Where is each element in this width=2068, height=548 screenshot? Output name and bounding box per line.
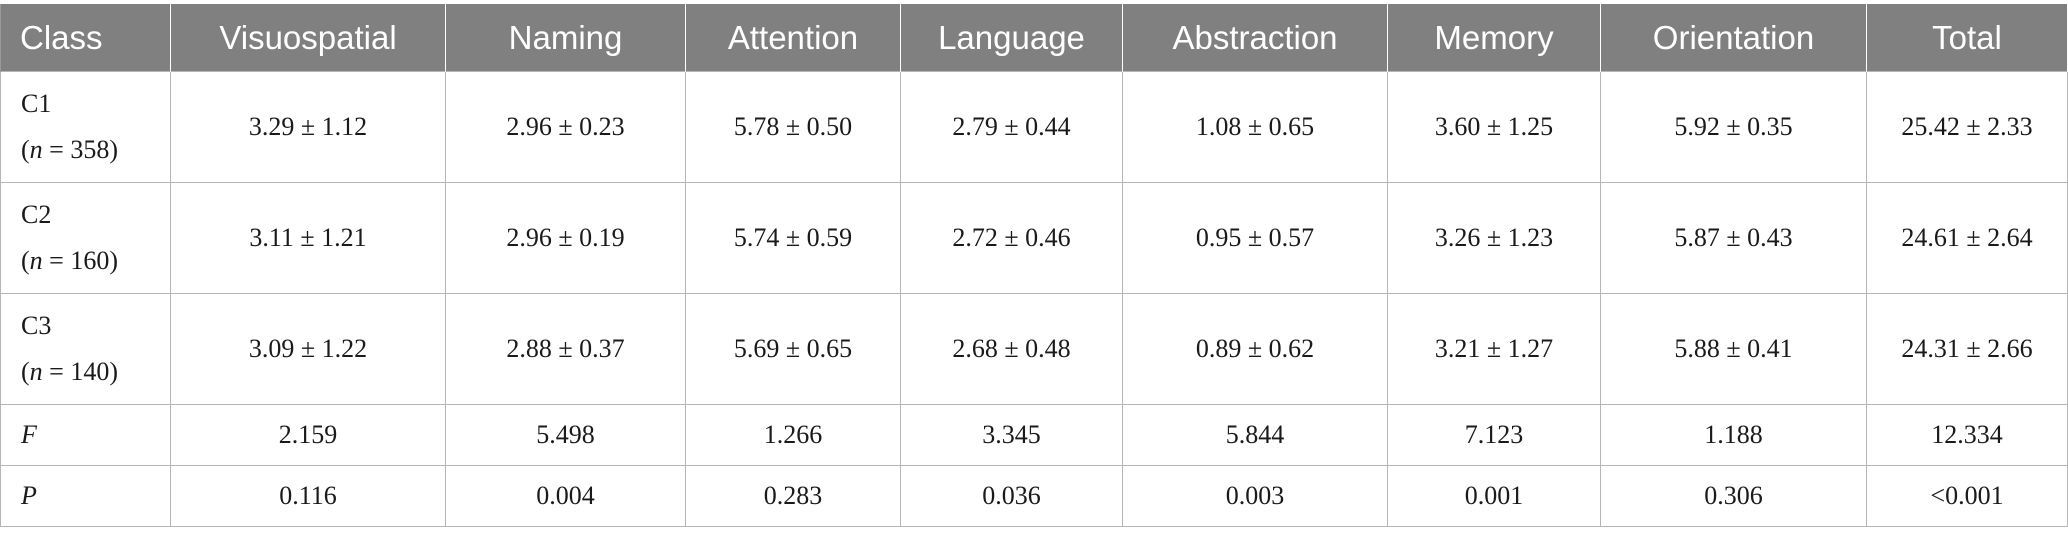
header-language: Language — [900, 4, 1123, 72]
table-cell: 24.61 ± 2.64 — [1866, 182, 2068, 294]
row-label: C2 (n = 160) — [0, 182, 171, 294]
row-label: C1 (n = 358) — [0, 71, 171, 183]
header-total: Total — [1866, 4, 2068, 72]
table-cell: 1.188 — [1600, 404, 1867, 466]
table-cell: 5.88 ± 0.41 — [1600, 293, 1867, 405]
table-cell: 0.306 — [1600, 465, 1867, 527]
header-memory: Memory — [1387, 4, 1601, 72]
table-cell: 0.89 ± 0.62 — [1122, 293, 1388, 405]
row-label: P — [0, 465, 171, 527]
table-cell: 2.96 ± 0.19 — [445, 182, 686, 294]
sample-size: (n = 140) — [21, 357, 118, 386]
table-cell: 3.21 ± 1.27 — [1387, 293, 1601, 405]
header-attention: Attention — [685, 4, 901, 72]
header-class: Class — [0, 4, 171, 72]
row-label: C3 (n = 140) — [0, 293, 171, 405]
table-cell: 2.79 ± 0.44 — [900, 71, 1123, 183]
table-cell: 0.004 — [445, 465, 686, 527]
table-row-f: F 2.159 5.498 1.266 3.345 5.844 7.123 1.… — [0, 404, 2068, 466]
table-cell: 5.74 ± 0.59 — [685, 182, 901, 294]
statistic-label: P — [21, 481, 37, 510]
sample-size: (n = 160) — [21, 246, 118, 275]
table-cell: 5.844 — [1122, 404, 1388, 466]
table-cell: 24.31 ± 2.66 — [1866, 293, 2068, 405]
table-row-c3: C3 (n = 140) 3.09 ± 1.22 2.88 ± 0.37 5.6… — [0, 293, 2068, 405]
class-name: C3 — [21, 311, 52, 340]
header-visuospatial: Visuospatial — [170, 4, 446, 72]
table-row-c2: C2 (n = 160) 3.11 ± 1.21 2.96 ± 0.19 5.7… — [0, 182, 2068, 294]
class-name: C1 — [21, 89, 52, 118]
sample-size: (n = 358) — [21, 135, 118, 164]
table-cell: 0.95 ± 0.57 — [1122, 182, 1388, 294]
table-cell: 2.72 ± 0.46 — [900, 182, 1123, 294]
table-cell: 2.96 ± 0.23 — [445, 71, 686, 183]
header-abstraction: Abstraction — [1122, 4, 1388, 72]
table-cell: 3.09 ± 1.22 — [170, 293, 446, 405]
table-cell: 5.92 ± 0.35 — [1600, 71, 1867, 183]
table-cell: 2.68 ± 0.48 — [900, 293, 1123, 405]
table-cell: 2.88 ± 0.37 — [445, 293, 686, 405]
table-cell: 0.001 — [1387, 465, 1601, 527]
table-cell: 1.08 ± 0.65 — [1122, 71, 1388, 183]
table-cell: 12.334 — [1866, 404, 2068, 466]
table-cell: 5.87 ± 0.43 — [1600, 182, 1867, 294]
table-cell: 0.003 — [1122, 465, 1388, 527]
header-row: Class Visuospatial Naming Attention Lang… — [0, 4, 2068, 72]
statistic-label: F — [21, 420, 37, 449]
table-cell: 5.498 — [445, 404, 686, 466]
table-cell: 5.78 ± 0.50 — [685, 71, 901, 183]
table-cell: <0.001 — [1866, 465, 2068, 527]
table-cell: 0.036 — [900, 465, 1123, 527]
table-cell: 3.60 ± 1.25 — [1387, 71, 1601, 183]
table-cell: 2.159 — [170, 404, 446, 466]
class-name: C2 — [21, 200, 52, 229]
row-label: F — [0, 404, 171, 466]
table-cell: 0.283 — [685, 465, 901, 527]
table-cell: 5.69 ± 0.65 — [685, 293, 901, 405]
table-cell: 1.266 — [685, 404, 901, 466]
table-cell: 3.345 — [900, 404, 1123, 466]
results-table: Class Visuospatial Naming Attention Lang… — [0, 4, 2068, 527]
table-cell: 7.123 — [1387, 404, 1601, 466]
table-row-p: P 0.116 0.004 0.283 0.036 0.003 0.001 0.… — [0, 465, 2068, 527]
table-cell: 3.11 ± 1.21 — [170, 182, 446, 294]
table-row-c1: C1 (n = 358) 3.29 ± 1.12 2.96 ± 0.23 5.7… — [0, 71, 2068, 183]
table-cell: 0.116 — [170, 465, 446, 527]
table-cell: 3.26 ± 1.23 — [1387, 182, 1601, 294]
header-orientation: Orientation — [1600, 4, 1867, 72]
header-naming: Naming — [445, 4, 686, 72]
table-cell: 25.42 ± 2.33 — [1866, 71, 2068, 183]
table-cell: 3.29 ± 1.12 — [170, 71, 446, 183]
